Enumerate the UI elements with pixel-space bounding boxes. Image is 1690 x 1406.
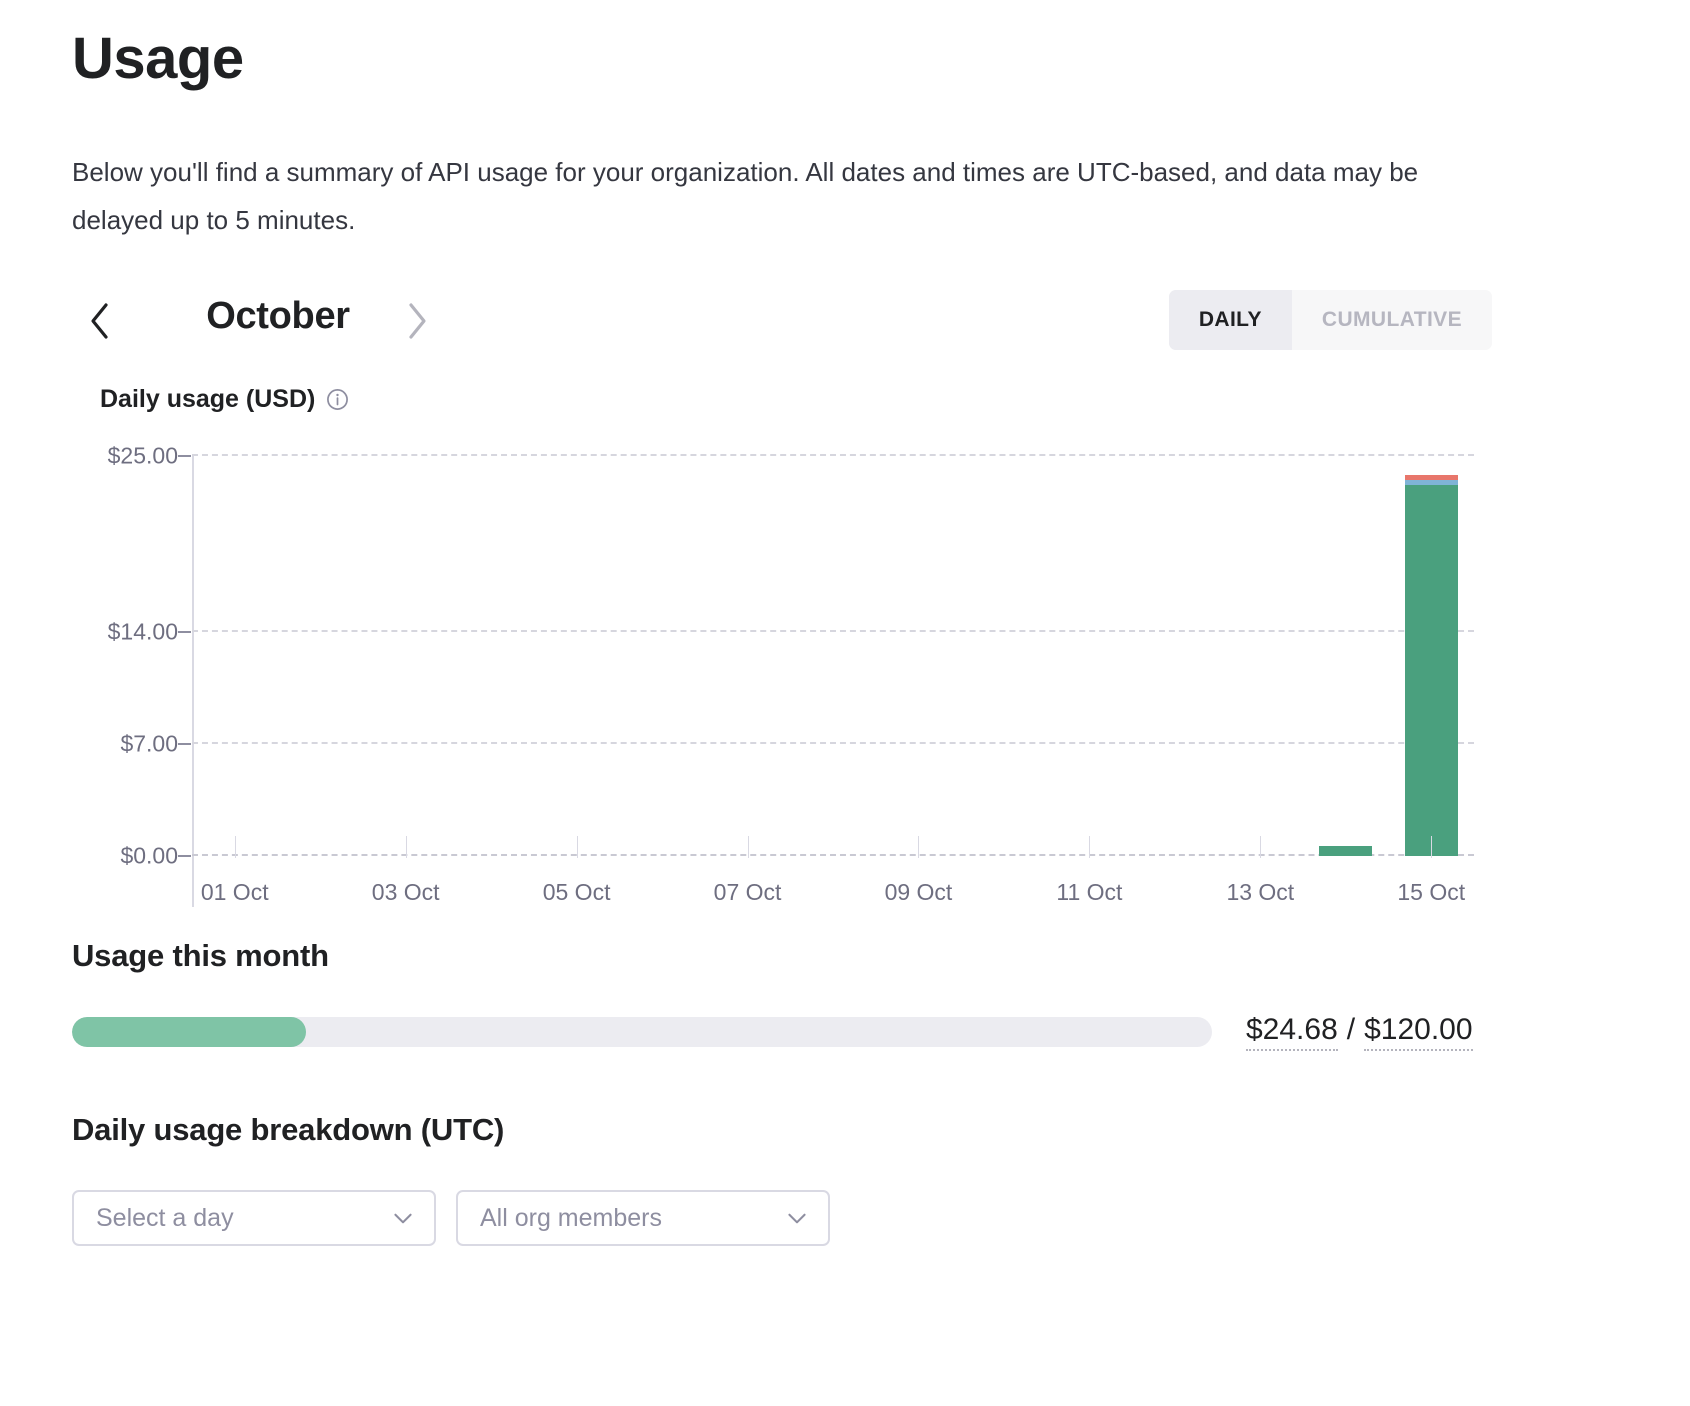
chevron-right-icon	[406, 302, 428, 340]
daily-usage-chart: $0.00 $7.00 $14.00 $25.00 01 Oct 03 Oct 05 Oct…	[72, 440, 1492, 907]
x-axis-tick-label: 05 Oct	[542, 879, 611, 905]
x-axis-tick-label: 11 Oct	[1056, 879, 1123, 905]
gridline: $0.00	[120, 843, 1474, 869]
x-axis-tick-mark	[1260, 836, 1262, 858]
x-axis-tick-mark	[405, 836, 407, 858]
org-members-value: All org members	[480, 1203, 662, 1232]
previous-month-button[interactable]	[76, 296, 122, 346]
x-axis-tick-label: 15 Oct	[1397, 879, 1466, 905]
gridline: $25.00	[108, 443, 1474, 469]
current-month-label: October	[206, 295, 350, 337]
tab-daily[interactable]: DAILY	[1168, 290, 1292, 350]
usage-separator: /	[1346, 1013, 1356, 1046]
x-axis-tick-mark	[234, 836, 236, 858]
x-axis-tick-label: 03 Oct	[371, 879, 440, 905]
usage-used-amount: $24.68	[1246, 1013, 1338, 1051]
x-axis-tick-label: 09 Oct	[884, 879, 953, 905]
y-axis-tick-label: $7.00	[120, 730, 178, 757]
x-axis-tick-mark	[576, 836, 578, 858]
page-description: Below you'll find a summary of API usage…	[72, 157, 1419, 235]
chart-title: Daily usage (USD)	[100, 385, 316, 413]
select-a-day-value: Select a day	[96, 1203, 234, 1232]
y-axis-tick-mark	[178, 743, 191, 745]
gridline: $7.00	[120, 731, 1474, 757]
bar-cap-secondary	[1404, 480, 1458, 486]
y-axis-tick-label: $25.00	[107, 442, 178, 469]
x-axis-tick-mark	[1089, 836, 1091, 858]
daily-usage-breakdown-title: Daily usage breakdown (UTC)	[72, 1112, 505, 1147]
tab-cumulative[interactable]: CUMULATIVE	[1291, 290, 1492, 350]
x-axis-tick-label: 01 Oct	[200, 879, 269, 905]
month-navigation-row: October DAILY CUMULATIVE	[72, 288, 1492, 356]
y-axis-line	[192, 456, 194, 907]
usage-progress-row: $24.68 / $120.00	[72, 1012, 1492, 1052]
usage-progress-text: $24.68 / $120.00	[1246, 1013, 1473, 1051]
y-axis-tick-mark	[178, 855, 191, 857]
view-mode-toggle[interactable]: DAILY CUMULATIVE	[1168, 290, 1492, 350]
page-title: Usage	[72, 26, 244, 91]
chart-plot-area: $0.00 $7.00 $14.00 $25.00 01 Oct 03 Oct 05 Oct…	[108, 443, 1474, 905]
bar-cap-error	[1404, 475, 1458, 481]
chart-bar[interactable]	[1404, 475, 1458, 856]
y-axis-tick-label: $0.00	[120, 842, 178, 869]
y-axis-tick-mark	[178, 455, 191, 457]
x-axis-tick-mark	[1431, 836, 1433, 858]
x-axis-tick-mark	[747, 836, 749, 858]
chart-title-row: Daily usage (USD)	[100, 385, 349, 414]
chart-bar[interactable]	[1319, 845, 1373, 856]
y-axis-tick-label: $14.00	[107, 618, 178, 645]
usage-limit-amount: $120.00	[1364, 1013, 1473, 1051]
x-axis-tick-mark	[918, 836, 920, 858]
gridline: $14.00	[108, 619, 1474, 645]
next-month-button[interactable]	[394, 296, 440, 346]
org-members-dropdown[interactable]: All org members	[456, 1190, 830, 1246]
select-a-day-dropdown[interactable]: Select a day	[72, 1190, 436, 1246]
info-icon[interactable]	[326, 388, 349, 411]
breakdown-filters: Select a day All org members	[72, 1190, 830, 1246]
usage-this-month-title: Usage this month	[72, 938, 329, 973]
usage-progress-track	[72, 1017, 1212, 1047]
y-axis-tick-mark	[178, 631, 191, 633]
x-axis-tick-label: 13 Oct	[1226, 879, 1295, 905]
chevron-down-icon	[390, 1205, 416, 1231]
usage-progress-fill	[72, 1017, 306, 1047]
chevron-left-icon	[88, 302, 110, 340]
chevron-down-icon	[784, 1205, 810, 1231]
x-axis-tick-label: 07 Oct	[713, 879, 782, 905]
